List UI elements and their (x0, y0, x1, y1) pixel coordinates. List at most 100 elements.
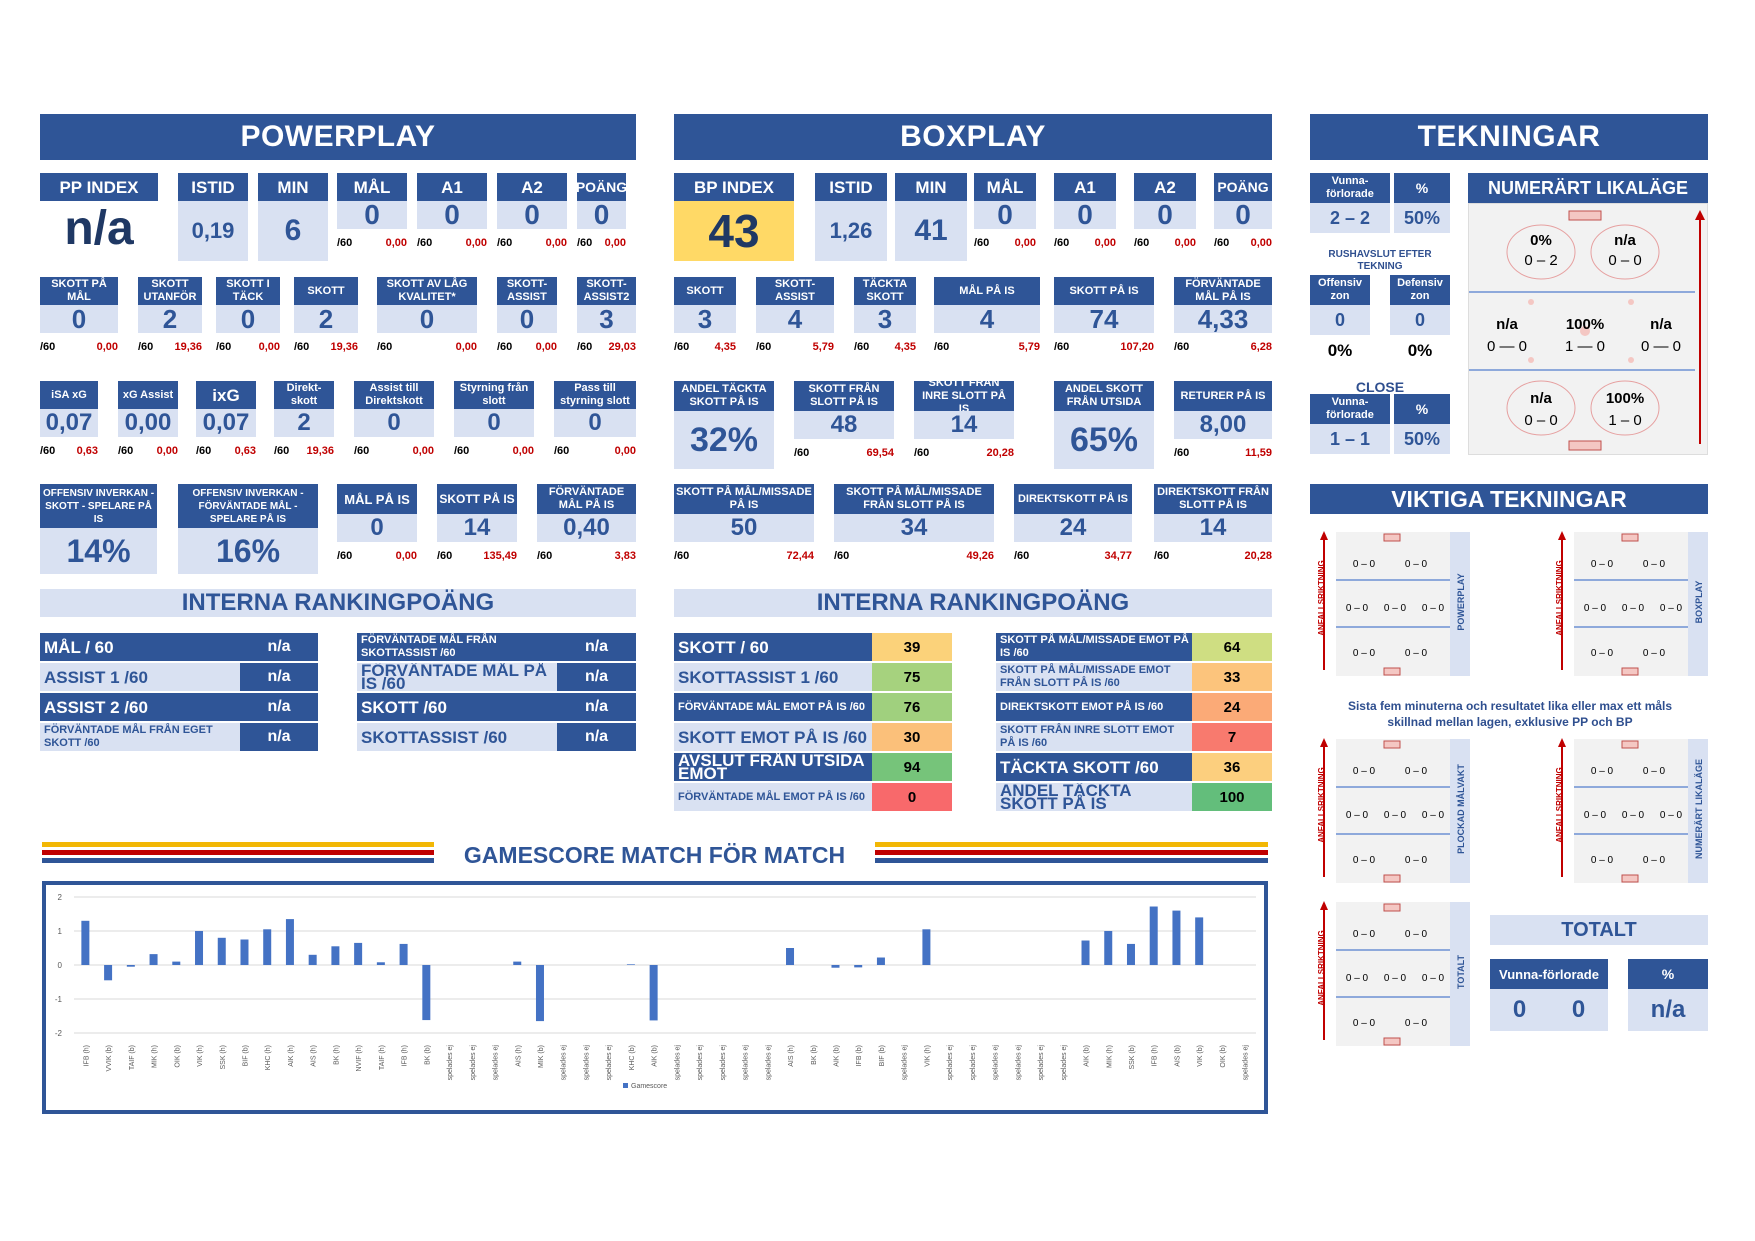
bp-rank-row: SKOTT FRÅN INRE SLOTT EMOT PÅ IS /60 7 (996, 723, 1272, 751)
x-tick-label: spelades ej (1243, 1045, 1250, 1081)
mini-score: 0 – 0 (1383, 810, 1407, 821)
x-tick-label: spelades ej (720, 1045, 727, 1081)
rink-score-br: 1 – 0 (1608, 412, 1642, 429)
pp-r2-4-label: SKOTT AV LÅG KVALITET* (377, 277, 477, 305)
pp-min-value: 6 (258, 201, 328, 261)
pp-r3-6-value: 0 (554, 409, 636, 437)
pp-r2-3-per60: /60 19,36 (294, 341, 358, 353)
bp-r1-3-per60-value: 0,00 (1014, 237, 1036, 249)
bp-r2-4-per60-value: 107,20 (1120, 341, 1154, 353)
pp-r3-1-value: 0,00 (118, 409, 178, 437)
bp-r4-1-per60: /60 49,26 (834, 550, 994, 562)
bp-inre-slott-value: 14 (914, 411, 1014, 439)
x-tick-label: AIK (h) (288, 1045, 295, 1067)
bp-r1-1-label: ISTID (815, 173, 887, 201)
goal-top-icon (1568, 210, 1602, 221)
bar (854, 965, 863, 968)
pp-r2-3-per60-label: /60 (294, 341, 310, 353)
pp-r2-1-per60-value: 19,36 (174, 341, 202, 353)
rush-label: RUSHAVSLUT EFTER TEKNING (1328, 249, 1432, 272)
bar (104, 965, 113, 981)
x-tick-label: OIK (b) (174, 1045, 181, 1068)
pp-r2-2-per60-label: /60 (216, 341, 232, 353)
bp-r4-3-value: 14 (1154, 514, 1272, 542)
pp-r3-5-label: Styrning från slott (454, 381, 534, 409)
x-tick-label: spelades ej (583, 1045, 590, 1081)
pp-r3-6-per60: /60 0,00 (554, 445, 636, 457)
bp-returer-per60: /60 11,59 (1174, 447, 1272, 459)
x-tick-label: VIK (h) (197, 1045, 204, 1067)
bp-r2-5-per60-value: 6,28 (1250, 341, 1272, 353)
bp-r2-2-value: 3 (854, 304, 916, 334)
bp-r2-5-per60: /60 6,28 (1174, 341, 1272, 353)
pp-r2-6-per60: /60 29,03 (577, 341, 636, 353)
x-tick-label: AIS (h) (788, 1045, 795, 1067)
x-tick-label: spelades ej (470, 1045, 477, 1081)
bp-r2-0-value: 3 (674, 304, 736, 334)
bp-r2-0-per60: /60 4,35 (674, 341, 736, 353)
bar (1149, 906, 1158, 965)
def-zone-label: Defensiv zon (1390, 275, 1450, 305)
bp-rank-value: 24 (1192, 693, 1272, 721)
bp-r4-1-label: SKOTT PÅ MÅL/MISSADE FRÅN SLOTT PÅ IS (834, 484, 994, 514)
bp-r2-5-per60-label: /60 (1174, 341, 1190, 353)
x-tick-label: IFB (h) (83, 1045, 90, 1066)
pp-r2-0-per60: /60 0,00 (40, 341, 118, 353)
bp-r1-4-per60: /60 0,00 (1054, 237, 1116, 249)
bar (331, 946, 340, 965)
pp-r2-2-per60: /60 0,00 (216, 341, 280, 353)
pp-xg-pa-is-per60: /60 3,83 (537, 550, 636, 562)
y-tick-label: 1 (58, 927, 63, 936)
bp-returer-label: RETURER PÅ IS (1174, 381, 1272, 411)
bp-r4-3-per60-value: 20,28 (1244, 550, 1272, 562)
off-zone-pct: 0% (1327, 341, 1353, 360)
rink-score-mc: 1 — 0 (1564, 338, 1606, 355)
bp-rank-row: SKOTT / 60 39 (674, 633, 952, 661)
mini-score: 0 – 0 (1421, 973, 1445, 984)
pp-r3-3-label: Direkt-skott (274, 381, 334, 409)
direction-label: ANFALLSRIKTNING (1317, 560, 1326, 636)
bp-r1-6-per60-label: /60 (1214, 237, 1230, 249)
x-tick-label: IFB (h) (1152, 1045, 1159, 1066)
stripes-right (875, 842, 1268, 864)
mini-score: 0 – 0 (1590, 648, 1614, 659)
pp-xg-pa-is-value: 0,40 (537, 514, 636, 542)
pp-r3-2-per60-value: 0,63 (234, 445, 256, 457)
pp-min-label: MIN (258, 173, 328, 201)
pp-r1-3-per60-value: 0,00 (385, 237, 407, 249)
rink-pct-tl: 0% (1530, 232, 1552, 249)
pp-r3-0-per60: /60 0,63 (40, 445, 98, 457)
bar (535, 965, 544, 1022)
bp-r1-5-per60-value: 0,00 (1174, 237, 1196, 249)
bp-rank-row: ANDEL TÄCKTA SKOTT PÅ IS 100 (996, 783, 1272, 811)
bar (1126, 943, 1135, 965)
pct-label: % (1394, 173, 1450, 203)
x-tick-label: spelades ej (1061, 1045, 1068, 1081)
mini-rink-totalt: ANFALLSRIKTNING TOTALT 0 – 0 0 – 0 0 – 0 0 – … (1316, 900, 1470, 1048)
pp-r1-5-value: 0 (497, 199, 567, 230)
x-tick-label: BIF (b) (879, 1045, 886, 1066)
bar (217, 937, 226, 965)
pp-r1-6-value: 0 (577, 199, 626, 230)
pp-rank-value: n/a (240, 633, 318, 661)
mini-score: 0 – 0 (1583, 603, 1607, 614)
mini-score: 0 – 0 (1659, 810, 1683, 821)
rink-score-tr: 0 – 0 (1608, 252, 1642, 269)
bp-r4-2-per60-label: /60 (1014, 550, 1030, 562)
gamescore-chart-svg: 2 1 0 -1 -2 IFB (h) VVIK (b) TAIF (b) MIK (h) OIK… (55, 893, 1256, 1090)
x-tick-label: AIS (h) (311, 1045, 318, 1067)
bp-r1-1-value: 1,26 (815, 201, 887, 261)
bp-rank-row: SKOTT PÅ MÅL/MISSADE EMOT PÅ IS /60 64 (996, 633, 1272, 661)
bp-r2-2-per60-label: /60 (854, 341, 870, 353)
pp-r2-5-per60-value: 0,00 (535, 341, 557, 353)
bp-andel-utsida-value: 65% (1054, 411, 1154, 469)
pp-rank-label: FÖRVÄNTADE MÅL PÅ IS /60 (357, 663, 557, 691)
bar (786, 948, 795, 965)
bar (126, 965, 135, 967)
totalt-pct-label: % (1628, 959, 1708, 989)
pp-rank-value: n/a (557, 723, 636, 751)
pp-r2-6-label: SKOTT-ASSIST2 (577, 277, 636, 305)
x-tick-label: spelades ej (493, 1045, 500, 1081)
bp-r2-1-label: SKOTT-ASSIST (756, 277, 834, 305)
bar (1104, 931, 1113, 965)
